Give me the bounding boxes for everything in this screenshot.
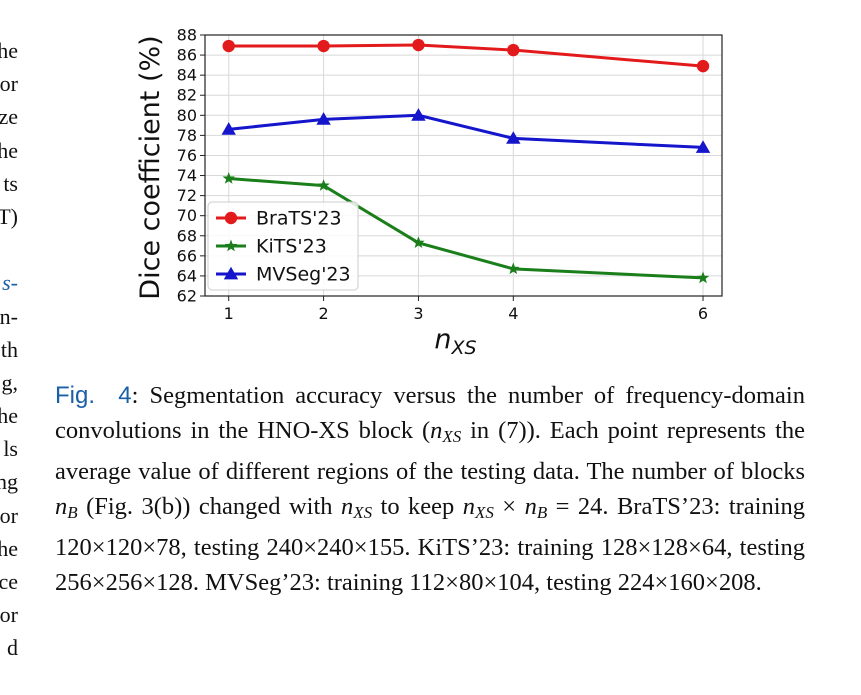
margin-fragment: T) <box>0 203 18 229</box>
data-point <box>222 172 235 184</box>
math-nxs: nXS <box>430 417 462 446</box>
data-point <box>316 112 331 125</box>
y-tick-label: 72 <box>177 186 197 205</box>
margin-fragment: ls <box>3 436 18 462</box>
y-tick-label: 88 <box>177 26 197 45</box>
x-tick-label: 1 <box>224 304 234 323</box>
legend-marker <box>224 211 238 225</box>
data-point <box>506 131 521 144</box>
margin-fragment: ng <box>0 469 18 495</box>
legend-label: KiTS'23 <box>256 236 327 258</box>
margin-fragment: he <box>0 38 18 63</box>
x-tick-label: 2 <box>318 304 328 323</box>
margin-fragment: ce <box>0 569 18 594</box>
margin-fragment: ts <box>3 170 18 196</box>
data-point <box>507 43 520 57</box>
series-kits-23 <box>222 172 710 284</box>
margin-fragment: or <box>0 502 18 528</box>
data-point <box>412 236 425 249</box>
margin-fragment: he <box>0 535 18 561</box>
y-tick-label: 80 <box>177 106 197 125</box>
y-tick-label: 68 <box>177 226 197 245</box>
x-axis-label: nXS <box>434 324 476 359</box>
y-tick-label: 66 <box>177 246 197 265</box>
x-tick-label: 3 <box>413 304 423 323</box>
math-nb-2: nB <box>524 493 548 522</box>
legend: BraTS'23 KiTS'23 MVSeg'23 <box>207 201 359 291</box>
series-brats-23 <box>222 38 710 73</box>
legend-marker <box>224 239 238 252</box>
plot-frame <box>204 34 723 297</box>
data-point <box>221 122 236 135</box>
series-line <box>228 113 704 149</box>
margin-fragment: he <box>0 137 18 163</box>
margin-fragment: g, <box>1 369 19 395</box>
left-column-fragments: he or ze he ts T) s-n-th g, he ls ng or he ce or d <box>0 34 18 665</box>
data-point <box>412 38 425 52</box>
data-point <box>317 39 330 53</box>
margin-fragment: or <box>0 602 18 628</box>
y-tick-label: 76 <box>177 146 197 165</box>
data-point <box>411 108 426 121</box>
math-nxs-2: nXS <box>340 493 373 522</box>
data-point <box>696 59 710 73</box>
data-point <box>696 271 710 284</box>
legend-label: MVSeg'23 <box>256 264 351 286</box>
legend-label: BraTS'23 <box>256 208 342 230</box>
x-tick-label: 6 <box>698 304 708 323</box>
data-point <box>222 39 235 53</box>
series-mvseg-23 <box>221 108 711 153</box>
margin-fragment: n- <box>0 303 18 329</box>
math-nb: nB <box>55 493 78 522</box>
y-tick-label: 84 <box>177 66 197 85</box>
x-tick-label: 4 <box>508 304 518 323</box>
legend-box <box>207 201 359 291</box>
series-line <box>228 43 704 68</box>
y-axis-label: Dice coefficient (%) <box>135 35 166 299</box>
y-tick-label: 78 <box>177 126 197 145</box>
figure-caption: Fig. 4: Segmentation accuracy versus the… <box>55 382 806 596</box>
margin-fragment: he <box>0 403 18 429</box>
figure-label[interactable]: Fig. 4 <box>55 382 132 409</box>
margin-fragment: or <box>0 71 18 97</box>
legend-marker <box>223 266 239 280</box>
margin-fragment: d <box>7 635 18 661</box>
margin-fragment: th <box>0 336 18 362</box>
y-tick-label: 62 <box>177 287 197 306</box>
series-layer <box>221 38 711 284</box>
data-point <box>317 179 330 191</box>
y-tick-label: 82 <box>177 86 197 105</box>
y-tick-label: 74 <box>177 166 197 185</box>
margin-fragment: s- <box>2 270 18 296</box>
y-tick-label: 64 <box>177 266 197 285</box>
data-point <box>695 140 711 153</box>
y-tick-label: 70 <box>177 206 197 225</box>
data-point <box>507 262 520 275</box>
math-nxs-3: nXS <box>462 493 494 522</box>
y-tick-label: 86 <box>177 46 197 65</box>
margin-fragment: ze <box>0 104 18 130</box>
